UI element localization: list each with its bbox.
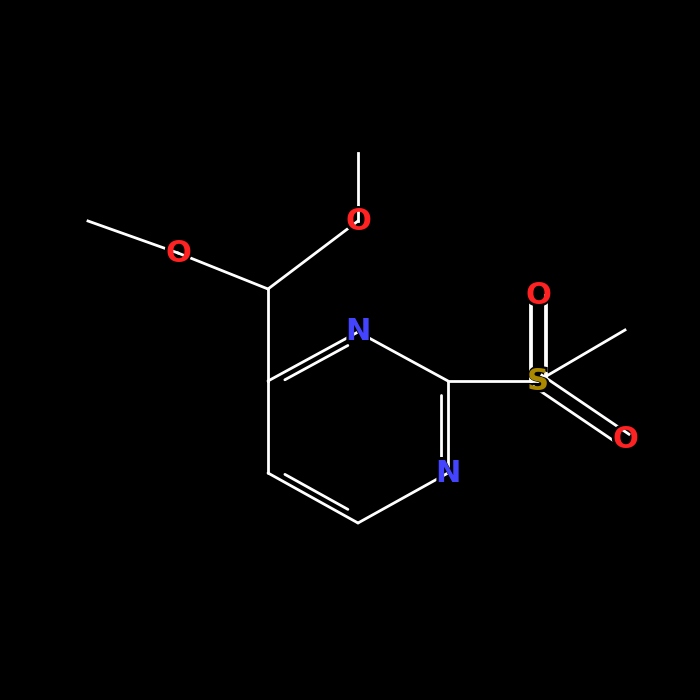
Text: S: S xyxy=(527,367,549,395)
Text: O: O xyxy=(165,239,191,267)
Text: O: O xyxy=(342,204,373,238)
Text: O: O xyxy=(345,206,371,235)
Text: O: O xyxy=(523,278,554,312)
Text: O: O xyxy=(525,281,551,309)
Text: O: O xyxy=(610,423,641,457)
Text: O: O xyxy=(162,236,193,270)
Text: O: O xyxy=(612,426,638,454)
Text: N: N xyxy=(345,318,371,346)
Text: N: N xyxy=(435,458,461,487)
Text: N: N xyxy=(343,315,373,349)
Text: N: N xyxy=(433,456,463,490)
Text: S: S xyxy=(525,364,551,398)
